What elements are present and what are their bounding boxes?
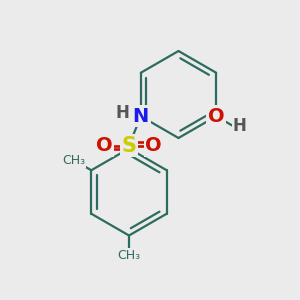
Text: H: H <box>233 117 247 135</box>
Text: CH₃: CH₃ <box>117 249 141 262</box>
Text: S: S <box>122 136 136 155</box>
Text: CH₃: CH₃ <box>62 154 85 166</box>
Text: O: O <box>96 136 113 155</box>
Text: N: N <box>133 107 149 126</box>
Text: O: O <box>208 107 224 126</box>
Text: H: H <box>116 104 130 122</box>
Text: O: O <box>145 136 162 155</box>
